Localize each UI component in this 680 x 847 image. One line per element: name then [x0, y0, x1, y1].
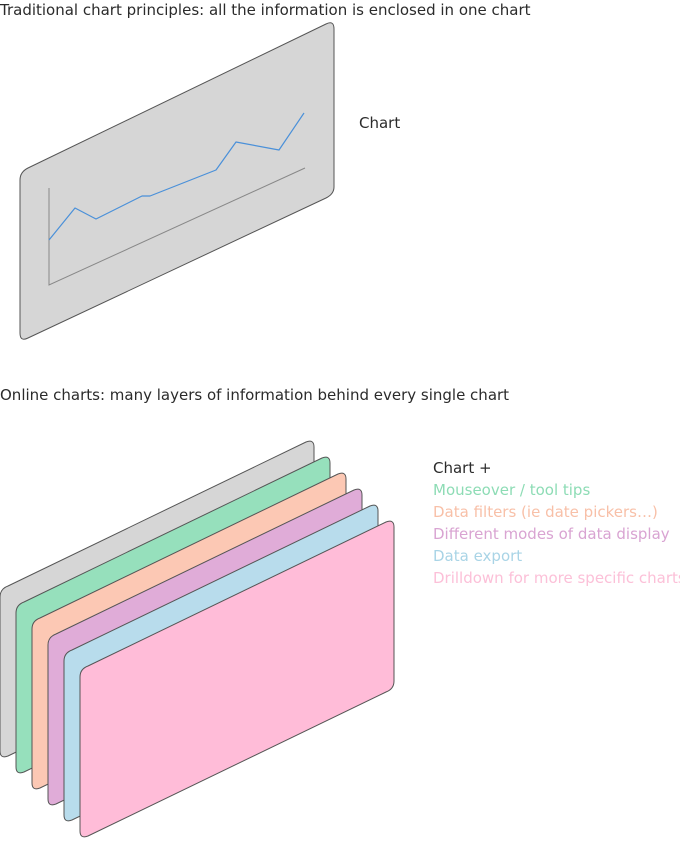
- legend-item-data-filters: Data filters (ie date pickers…): [433, 503, 658, 521]
- layer-panel-drilldown: [79, 520, 395, 838]
- traditional-chart-panel: [19, 22, 335, 340]
- chart-panel-shape: [19, 22, 335, 340]
- chart-axes: [48, 167, 306, 286]
- legend-item-data-export: Data export: [433, 547, 523, 565]
- legend-item-drilldown: Drilldown for more specific charts: [433, 569, 680, 587]
- bottom-caption: Online charts: many layers of informatio…: [0, 386, 510, 404]
- layer-stack: [0, 440, 395, 838]
- top-caption: Traditional chart principles: all the in…: [0, 1, 531, 19]
- legend-item-chart: Chart +: [433, 459, 492, 477]
- layer-legend: Chart + Mouseover / tool tips Data filters…: [433, 457, 680, 589]
- chart-label: Chart: [359, 114, 401, 132]
- chart-line-series: [48, 112, 305, 241]
- legend-item-mouseover: Mouseover / tool tips: [433, 481, 591, 499]
- legend-item-display-modes: Different modes of data display: [433, 525, 670, 543]
